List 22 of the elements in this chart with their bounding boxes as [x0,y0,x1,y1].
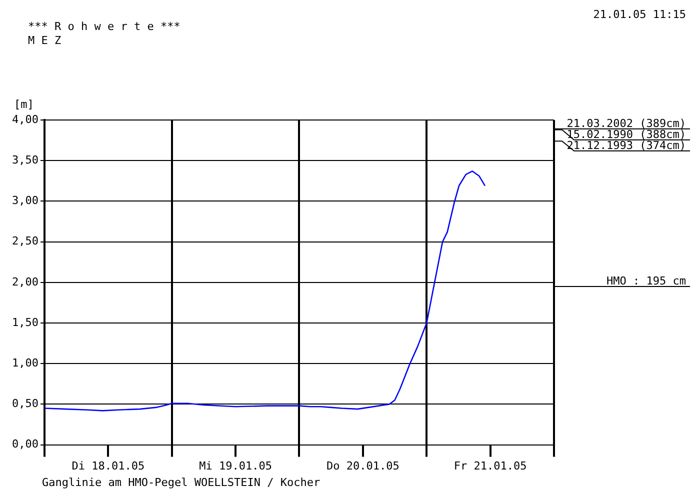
x-tick-label: Do 20.01.05 [326,459,400,472]
x-tick-label: Mi 19.01.05 [199,459,272,472]
y-tick-label: 0,50 [12,397,38,410]
y-tick-label: 2,00 [12,275,38,288]
text: Ganglinie am HMO-Pegel WOELLSTEIN / Kocher [42,476,321,489]
ref-line-label: 15.02.1990 (388cm) [566,128,686,141]
text: 21.01.05 11:15 [593,8,686,21]
ref-line-label: HMO : 195 cm [606,274,686,288]
ref-line-label: 21.12.1993 (374cm) [566,138,686,152]
y-tick-label: 2,50 [12,234,38,248]
ref-line-label: 21.03.2002 (389cm) [566,116,686,130]
y-tick-label: 4,00 [12,112,38,126]
chart-subtitle: M E Z [28,34,62,47]
x-tick-label: Fr 21.01.05 [454,459,527,472]
chart-title: *** R o h w e r t e *** [28,20,180,33]
y-tick-label: 3,50 [12,153,38,166]
y-tick-label: 3,00 [12,194,38,208]
y-axis-title: [m] [14,98,34,111]
x-tick-label: Di 18.01.05 [72,459,145,472]
y-tick-label: 1,50 [12,316,38,329]
y-tick-label: 1,00 [12,356,38,370]
y-tick-label: 0,00 [12,438,38,451]
